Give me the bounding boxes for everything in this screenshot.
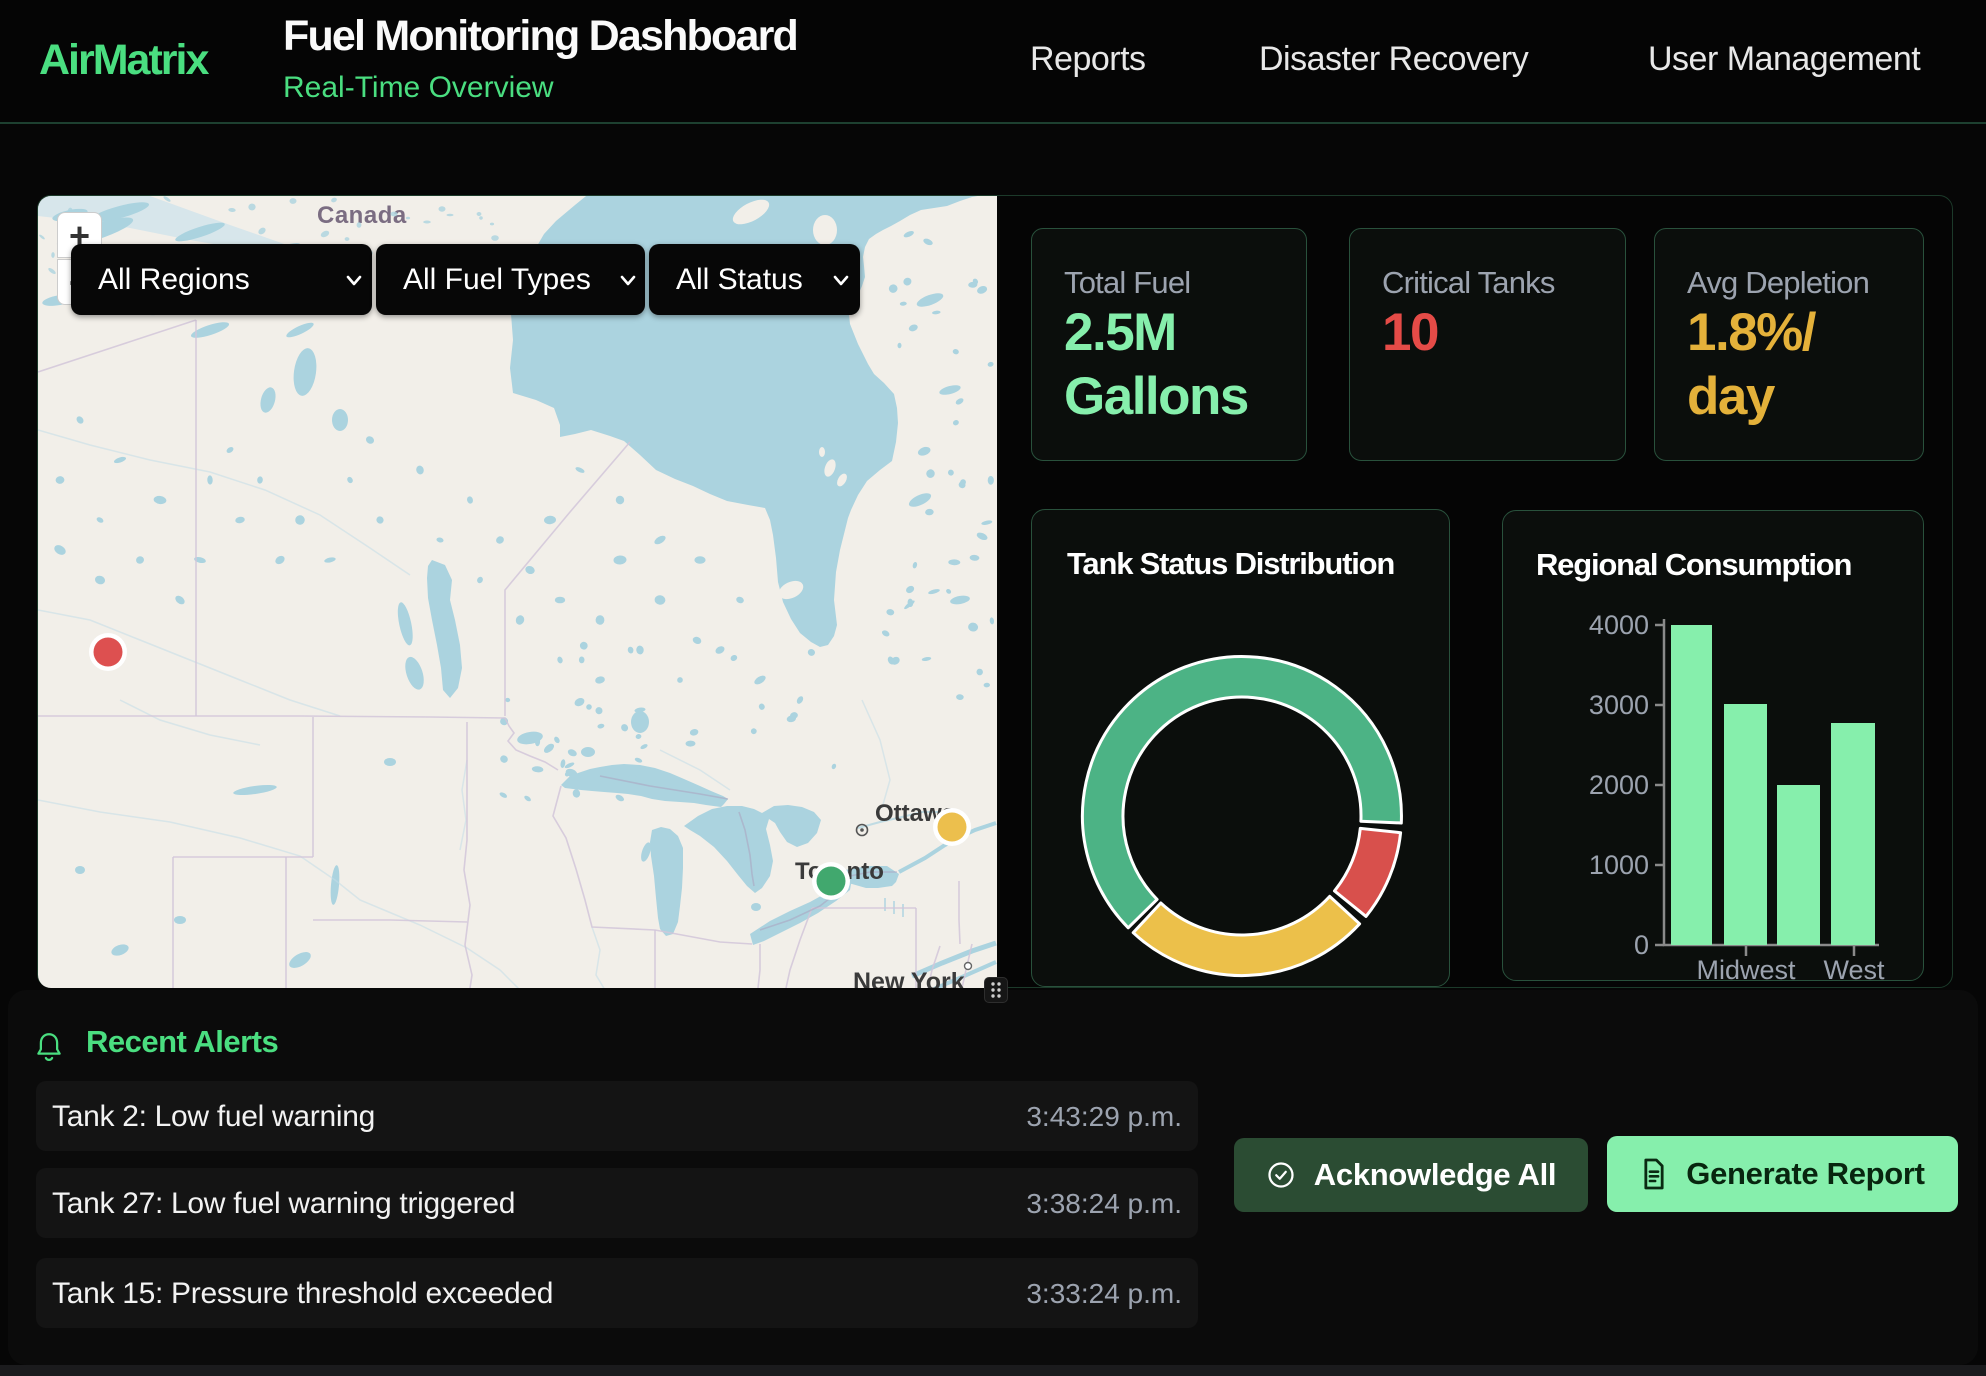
svg-text:New York: New York	[853, 968, 965, 988]
svg-text:2000: 2000	[1589, 770, 1649, 800]
svg-text:Midwest: Midwest	[1696, 955, 1796, 985]
svg-text:West: West	[1823, 955, 1885, 985]
svg-text:1000: 1000	[1589, 850, 1649, 880]
svg-text:0: 0	[1634, 930, 1649, 960]
svg-text:3000: 3000	[1589, 690, 1649, 720]
svg-text:4000: 4000	[1589, 610, 1649, 640]
